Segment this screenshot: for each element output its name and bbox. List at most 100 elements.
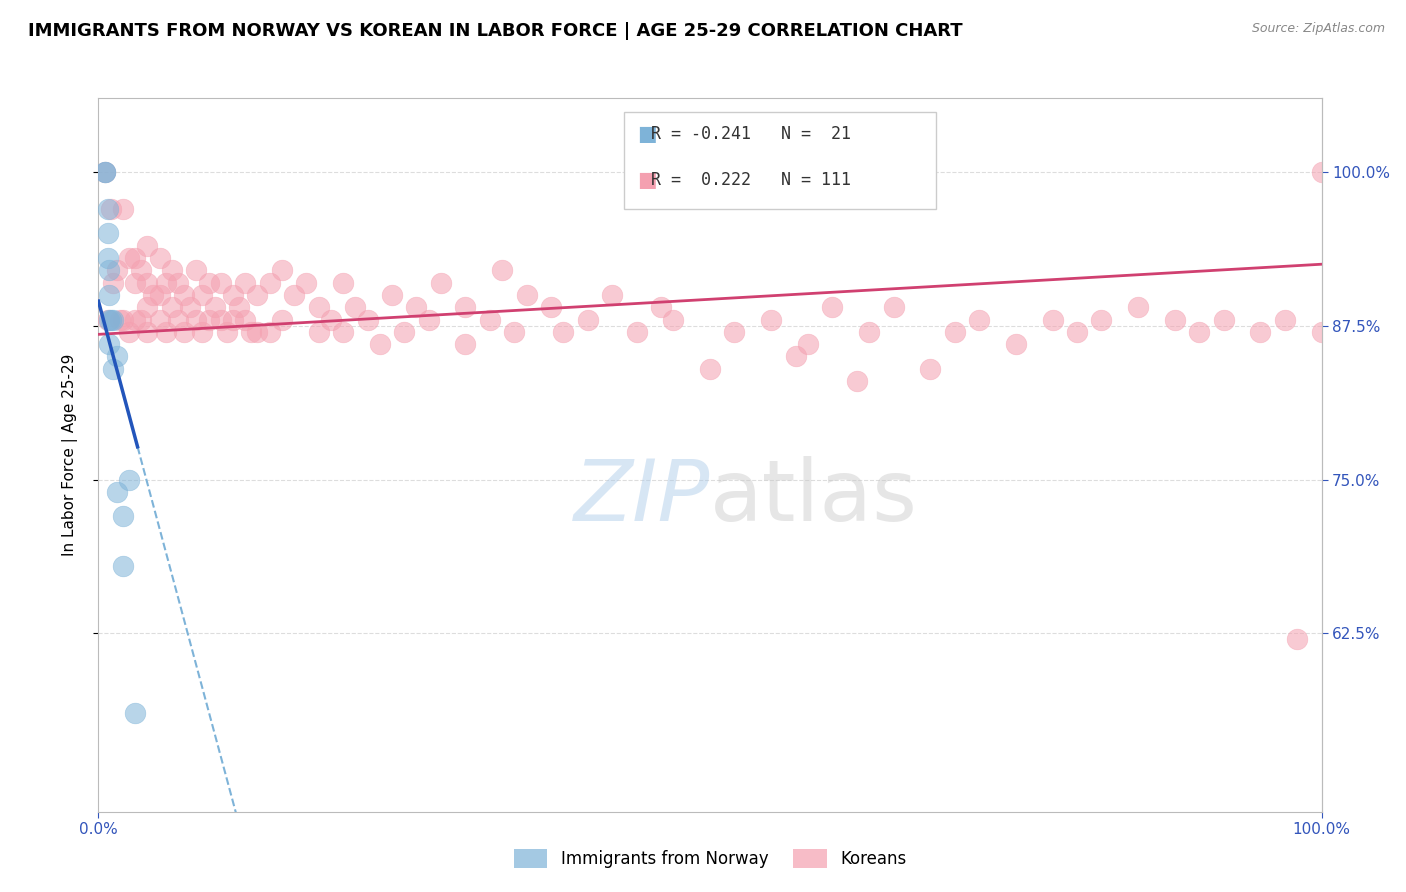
Point (155, 325, 177, 339)
Point (430, 276, 453, 290)
Point (167, 312, 190, 326)
Point (381, 288, 404, 302)
Point (93, 165, 115, 179)
Point (1004, 337, 1026, 351)
Text: R = -0.241   N =  21: R = -0.241 N = 21 (651, 125, 851, 143)
Point (283, 288, 305, 302)
Point (491, 263, 513, 277)
Text: ■: ■ (637, 124, 657, 144)
Point (186, 312, 208, 326)
Point (160, 300, 183, 314)
Point (97, 251, 120, 265)
Point (179, 300, 201, 314)
Point (111, 509, 134, 524)
Point (209, 312, 232, 326)
Point (118, 325, 141, 339)
Point (344, 300, 367, 314)
Point (761, 312, 783, 326)
Point (858, 325, 880, 339)
Point (124, 312, 146, 326)
Text: ■: ■ (637, 170, 657, 190)
Point (259, 276, 281, 290)
Legend: Immigrants from Norway, Koreans: Immigrants from Norway, Koreans (508, 842, 912, 875)
Point (129, 312, 152, 326)
Point (699, 361, 721, 376)
Point (215, 325, 238, 339)
Point (105, 350, 128, 364)
Point (93, 165, 115, 179)
Point (1310, 165, 1333, 179)
Point (155, 276, 177, 290)
Point (233, 276, 256, 290)
Point (173, 288, 195, 302)
Text: ZIP: ZIP (574, 456, 710, 540)
Point (186, 263, 208, 277)
Point (600, 288, 623, 302)
Point (1249, 325, 1271, 339)
Point (149, 288, 172, 302)
Point (295, 276, 318, 290)
Point (111, 202, 134, 216)
Point (1090, 312, 1112, 326)
Point (160, 263, 183, 277)
Point (259, 325, 281, 339)
Text: Source: ZipAtlas.com: Source: ZipAtlas.com (1251, 22, 1385, 36)
Point (454, 300, 477, 314)
Point (142, 288, 165, 302)
Point (167, 276, 190, 290)
Point (1066, 325, 1088, 339)
Point (204, 300, 226, 314)
Point (1212, 312, 1234, 326)
Point (149, 251, 172, 265)
Point (553, 325, 575, 339)
Point (97, 202, 120, 216)
Point (173, 325, 195, 339)
Point (356, 312, 378, 326)
Point (222, 288, 245, 302)
Point (209, 276, 232, 290)
Point (191, 288, 214, 302)
Point (332, 325, 354, 339)
Point (111, 312, 134, 326)
Point (97, 312, 120, 326)
Point (228, 300, 250, 314)
Point (540, 300, 562, 314)
Point (920, 361, 942, 376)
Point (332, 276, 354, 290)
Point (101, 276, 124, 290)
Point (662, 312, 685, 326)
Point (136, 300, 159, 314)
Point (785, 350, 807, 364)
Point (1286, 632, 1309, 647)
Point (1042, 312, 1064, 326)
Point (392, 325, 416, 339)
Point (124, 706, 146, 721)
Point (723, 325, 745, 339)
Point (101, 361, 124, 376)
Point (1128, 300, 1150, 314)
Point (368, 337, 391, 351)
Point (197, 276, 219, 290)
Point (418, 312, 440, 326)
Point (136, 239, 159, 253)
Point (246, 288, 269, 302)
Point (197, 312, 219, 326)
Point (110, 312, 132, 326)
Point (98, 288, 121, 302)
Point (626, 325, 648, 339)
Point (101, 312, 124, 326)
Point (105, 263, 128, 277)
Point (308, 300, 330, 314)
Text: R =  0.222   N = 111: R = 0.222 N = 111 (651, 171, 851, 189)
Point (98, 312, 121, 326)
Point (233, 312, 256, 326)
Point (100, 312, 122, 326)
Point (97, 227, 120, 241)
Point (149, 312, 172, 326)
Point (111, 558, 134, 573)
Point (1274, 312, 1296, 326)
Point (100, 202, 122, 216)
Point (967, 312, 990, 326)
Point (98, 263, 121, 277)
Point (1310, 325, 1333, 339)
